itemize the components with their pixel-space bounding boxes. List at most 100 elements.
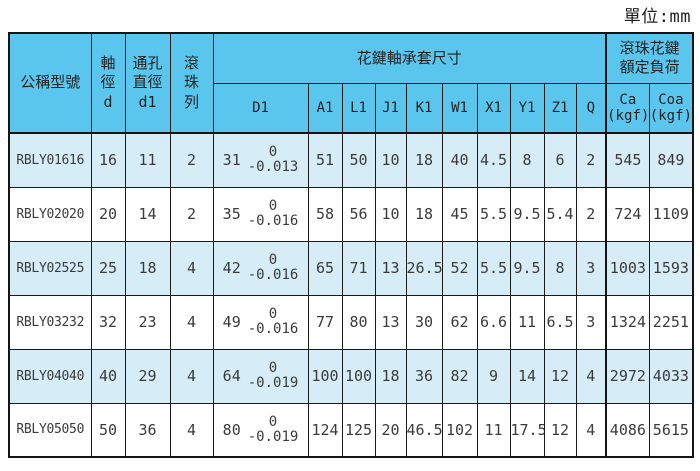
- tolerance-lower: -0.016: [247, 321, 299, 337]
- cell-W1: 82: [441, 348, 478, 404]
- tolerance-lower: -0.016: [247, 213, 299, 229]
- cell-D1: 31 0 -0.013: [212, 132, 309, 188]
- column-header-D1: D1: [212, 82, 309, 134]
- cell-Y1: 17.5: [509, 402, 545, 458]
- cell-Coa: 2251: [648, 294, 694, 350]
- cell-A1: 58: [307, 186, 343, 242]
- d1-value: 49: [222, 313, 241, 331]
- cell-A1: 77: [307, 294, 343, 350]
- tolerance-upper: 0: [268, 251, 278, 268]
- cell-model: RBLY05050: [8, 402, 92, 458]
- cell-Y1: 9.5: [509, 240, 545, 296]
- cell-hole_d1: 18: [124, 240, 171, 296]
- column-header-J1: J1: [374, 82, 407, 134]
- cell-L1: 100: [341, 348, 376, 404]
- cell-Z1: 6: [543, 132, 577, 188]
- cell-L1: 56: [341, 186, 376, 242]
- d1-value: 42: [222, 259, 241, 277]
- cell-J1: 18: [374, 348, 407, 404]
- cell-hole_d1: 11: [124, 132, 171, 188]
- spec-table: 公稱型號 軸 徑 d 通孔 直徑 d1 滾 珠 列 花鍵軸承套尺寸 滾珠花鍵 額…: [8, 32, 695, 458]
- cell-model: RBLY02525: [8, 240, 92, 296]
- cell-Z1: 6.5: [543, 294, 577, 350]
- cell-J1: 13: [374, 240, 407, 296]
- cell-ball_rows: 4: [169, 348, 214, 404]
- cell-shaft_d: 16: [90, 132, 126, 188]
- cell-A1: 65: [307, 240, 343, 296]
- column-header-L1: L1: [341, 82, 376, 134]
- cell-Ca: 1324: [605, 294, 650, 350]
- cell-hole_d1: 23: [124, 294, 171, 350]
- d1-value: 80: [222, 420, 241, 439]
- tolerance-upper: 0: [268, 197, 278, 214]
- cell-W1: 102: [441, 402, 478, 458]
- column-header-model: 公稱型號: [8, 32, 92, 134]
- cell-L1: 71: [341, 240, 376, 296]
- cell-Y1: 9.5: [509, 186, 545, 242]
- cell-hole_d1: 29: [124, 348, 171, 404]
- cell-ball_rows: 4: [169, 294, 214, 350]
- tolerance-upper: 0: [268, 144, 278, 161]
- cell-model: RBLY04040: [8, 348, 92, 404]
- d1-value: 35: [222, 205, 241, 223]
- tolerance-upper: 0: [268, 359, 278, 376]
- cell-W1: 45: [441, 186, 478, 242]
- cell-K1: 46.5: [405, 402, 443, 458]
- cell-Coa: 849: [648, 132, 694, 188]
- cell-Coa: 1109: [648, 186, 694, 242]
- cell-model: RBLY01616: [8, 132, 92, 188]
- column-group-spline-dimensions: 花鍵軸承套尺寸: [212, 32, 607, 84]
- cell-Q: 3: [575, 240, 607, 296]
- cell-W1: 40: [441, 132, 478, 188]
- cell-D1: 64 0 -0.019: [212, 348, 309, 404]
- cell-shaft_d: 40: [90, 348, 126, 404]
- cell-A1: 51: [307, 132, 343, 188]
- cell-model: RBLY02020: [8, 186, 92, 242]
- cell-X1: 4.5: [476, 132, 511, 188]
- cell-Q: 3: [575, 294, 607, 350]
- d1-value: 64: [222, 367, 241, 385]
- cell-ball_rows: 4: [169, 402, 214, 458]
- cell-K1: 36: [405, 348, 443, 404]
- d1-tolerance: 0 -0.019: [247, 359, 299, 391]
- cell-Q: 4: [575, 348, 607, 404]
- d1-tolerance: 0 -0.016: [247, 197, 299, 229]
- table-row: RBLY05050 50 36 4 80 0 -0.019 124 125 20 46.5 102 11…: [8, 402, 694, 458]
- cell-ball_rows: 4: [169, 240, 214, 296]
- d1-tolerance: 0 -0.016: [247, 305, 299, 337]
- cell-K1: 18: [405, 186, 443, 242]
- column-header-shaft-diameter: 軸 徑 d: [90, 32, 126, 134]
- cell-J1: 10: [374, 132, 407, 188]
- tolerance-lower: -0.013: [247, 159, 299, 176]
- cell-X1: 11: [476, 402, 511, 458]
- cell-X1: 9: [476, 348, 511, 404]
- cell-Z1: 8: [543, 240, 577, 296]
- column-header-X1: X1: [476, 82, 511, 134]
- cell-shaft_d: 50: [90, 402, 126, 458]
- column-header-A1: A1: [307, 82, 343, 134]
- tolerance-lower: -0.016: [247, 267, 299, 283]
- cell-D1: 80 0 -0.019: [212, 402, 309, 458]
- cell-shaft_d: 25: [90, 240, 126, 296]
- cell-Ca: 1003: [605, 240, 650, 296]
- column-header-Ca: Ca (kgf): [605, 82, 650, 134]
- cell-Q: 2: [575, 186, 607, 242]
- d1-tolerance: 0 -0.019: [247, 413, 299, 445]
- tolerance-upper: 0: [268, 305, 278, 322]
- table-row: RBLY04040 40 29 4 64 0 -0.019 100 100 18 36 82 9 14 12…: [8, 348, 694, 404]
- cell-A1: 124: [307, 402, 343, 458]
- cell-Coa: 5615: [648, 402, 694, 458]
- cell-hole_d1: 14: [124, 186, 171, 242]
- tolerance-lower: -0.019: [247, 375, 299, 391]
- cell-K1: 26.5: [405, 240, 443, 296]
- cell-A1: 100: [307, 348, 343, 404]
- cell-shaft_d: 32: [90, 294, 126, 350]
- d1-value: 31: [222, 151, 241, 170]
- cell-J1: 20: [374, 402, 407, 458]
- tolerance-upper: 0: [268, 413, 278, 430]
- tolerance-lower: -0.019: [247, 428, 299, 445]
- cell-K1: 30: [405, 294, 443, 350]
- column-header-Coa: Coa (kgf): [648, 82, 694, 134]
- cell-Z1: 5.4: [543, 186, 577, 242]
- cell-Ca: 2972: [605, 348, 650, 404]
